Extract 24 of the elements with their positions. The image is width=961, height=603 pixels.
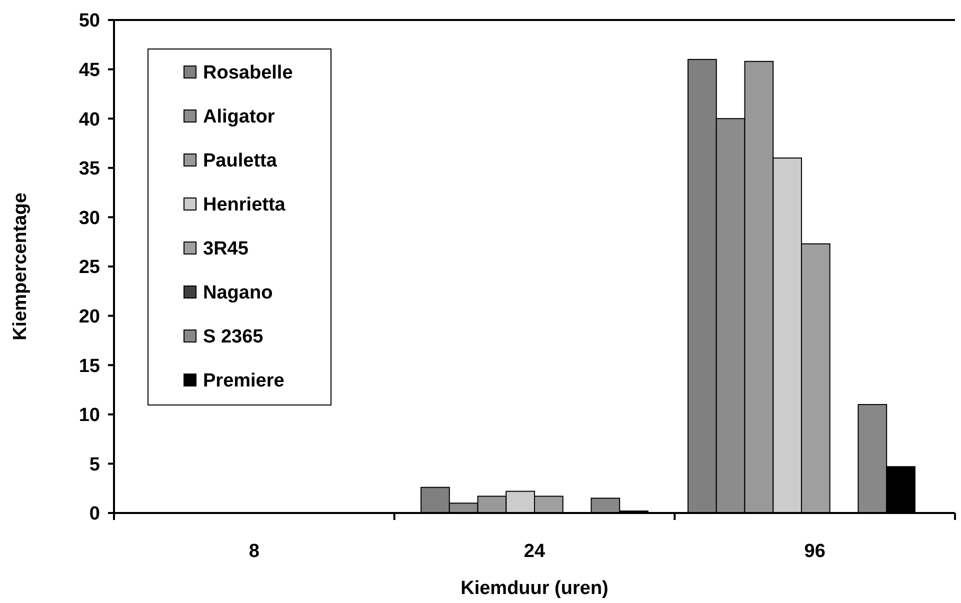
y-tick-label: 0: [89, 504, 100, 525]
y-tick-label: 25: [78, 257, 100, 278]
legend-label: Nagano: [203, 282, 273, 304]
y-tick-label: 45: [78, 60, 100, 81]
y-tick-label: 5: [89, 454, 100, 476]
legend-label: Rosabelle: [203, 62, 293, 84]
y-tick-label: 30: [78, 208, 100, 229]
y-tick-label: 15: [78, 356, 100, 377]
legend-label: S 2365: [203, 326, 264, 348]
legend-label: Premiere: [203, 370, 284, 392]
legend-label: Henrietta: [203, 194, 286, 216]
y-tick-label: 40: [78, 109, 100, 130]
x-tick-label: 96: [804, 541, 826, 562]
y-axis-title: Kiempercentage: [10, 192, 31, 340]
legend-label: Aligator: [203, 106, 276, 128]
x-tick-label: 24: [524, 541, 546, 562]
y-tick-label: 35: [78, 158, 100, 180]
y-tick-label: 50: [78, 10, 100, 32]
legend-label: Pauletta: [203, 150, 278, 172]
legend-label: 3R45: [203, 238, 249, 260]
x-axis-title: Kiemduur (uren): [460, 578, 608, 599]
x-tick-label: 8: [248, 541, 260, 562]
y-tick-label: 20: [78, 306, 100, 328]
y-tick-label: 10: [78, 405, 100, 426]
